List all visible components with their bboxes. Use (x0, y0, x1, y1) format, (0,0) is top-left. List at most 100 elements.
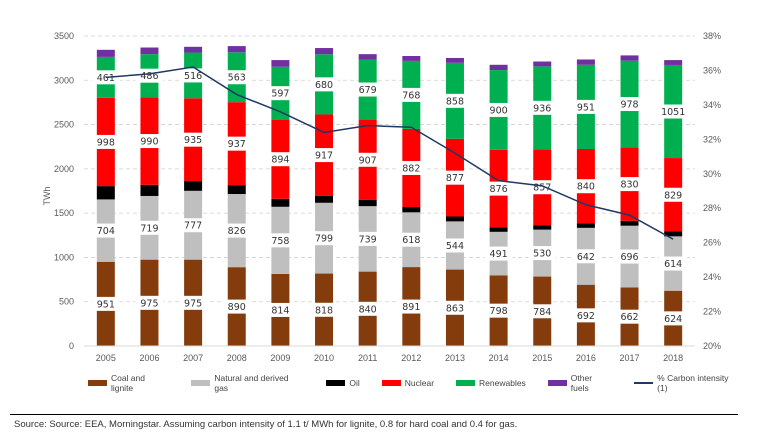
bar-segment (576, 59, 595, 65)
source-divider (10, 414, 738, 415)
bar-segment (271, 198, 290, 207)
y-tick-label: 0 (69, 341, 74, 351)
legend-item: Other fuels (547, 373, 612, 393)
legend-swatch (326, 380, 346, 386)
data-label: 799 (315, 234, 333, 245)
y-tick-label: 1000 (54, 252, 74, 262)
x-tick-label: 2018 (663, 353, 683, 363)
data-label: 917 (315, 151, 333, 162)
x-tick-label: 2010 (314, 353, 334, 363)
data-label-bg (484, 303, 513, 318)
bar-segment (184, 46, 203, 53)
bar-segment (315, 195, 334, 203)
data-label-bg (353, 82, 382, 97)
data-label: 818 (315, 305, 333, 316)
data-label: 680 (315, 80, 333, 91)
data-label-bg (353, 231, 382, 246)
data-label-bg (659, 256, 688, 271)
data-label: 624 (664, 314, 682, 325)
data-label: 978 (620, 100, 638, 111)
data-label: 516 (184, 71, 202, 82)
legend-label: Oil (349, 378, 360, 388)
legend-swatch (456, 380, 476, 386)
y-tick-label: 2000 (54, 164, 74, 174)
data-label: 704 (97, 226, 115, 237)
source-note: Source: Source: EEA, Morningstar. Assumi… (14, 419, 518, 430)
data-label: 719 (140, 223, 158, 234)
data-label: 935 (184, 135, 202, 146)
y-axis-title: TWh (42, 187, 52, 206)
x-tick-label: 2005 (96, 353, 116, 363)
data-label: 679 (359, 85, 377, 96)
data-label-bg (179, 218, 208, 233)
data-label: 563 (228, 73, 246, 84)
y2-tick-label: 32% (703, 134, 721, 144)
data-label-bg (615, 177, 644, 192)
data-label-bg (484, 102, 513, 117)
data-label: 739 (359, 234, 377, 245)
bar-segment (489, 64, 508, 71)
legend-item: Nuclear (381, 378, 434, 388)
data-label-bg (397, 299, 426, 314)
data-label-bg (310, 77, 339, 92)
data-label: 877 (446, 173, 464, 184)
legend-swatch (634, 382, 654, 384)
bar-segment (358, 199, 377, 207)
bar-segment (227, 46, 246, 53)
data-label-bg (397, 87, 426, 102)
x-tick-label: 2007 (183, 353, 203, 363)
data-label: 891 (402, 302, 420, 313)
data-label-bg (135, 134, 164, 149)
bar-segment (402, 56, 421, 61)
legend-swatch (88, 380, 107, 386)
data-label-bg (353, 152, 382, 167)
bar-segment (140, 47, 159, 55)
data-label-bg (266, 302, 295, 317)
bar-segment (358, 54, 377, 60)
carbon-intensity-line (105, 66, 674, 240)
legend-label: Natural and derived gas (214, 373, 289, 393)
y2-tick-label: 28% (703, 203, 721, 213)
data-label-bg (179, 295, 208, 310)
data-label: 798 (490, 306, 508, 317)
data-label: 876 (490, 184, 508, 195)
data-label-bg (571, 179, 600, 194)
data-label: 784 (533, 307, 551, 318)
legend-item: Natural and derived gas (191, 373, 304, 393)
legend-swatch (547, 380, 567, 386)
data-label: 642 (577, 252, 595, 263)
data-label: 618 (402, 235, 420, 246)
data-label-bg (397, 160, 426, 175)
x-tick-label: 2012 (401, 353, 421, 363)
data-label: 758 (271, 236, 289, 247)
y2-tick-label: 30% (703, 169, 721, 179)
data-label-bg (615, 97, 644, 112)
data-label-bg (440, 170, 469, 185)
bar-segment (620, 55, 639, 61)
data-label: 894 (271, 155, 289, 166)
data-label-bg (528, 180, 557, 195)
bar-segment (533, 61, 552, 67)
y-tick-label: 3500 (54, 31, 74, 41)
data-label-bg (266, 152, 295, 167)
x-tick-label: 2008 (227, 353, 247, 363)
data-label-bg (353, 301, 382, 316)
data-label: 768 (402, 90, 420, 101)
data-label: 544 (446, 241, 464, 252)
y-tick-label: 2500 (54, 120, 74, 130)
data-label: 696 (620, 252, 638, 263)
data-label: 486 (140, 71, 158, 82)
data-label: 814 (271, 305, 289, 316)
data-label-bg (440, 238, 469, 253)
data-label: 951 (577, 102, 595, 113)
data-label-bg (222, 299, 251, 314)
data-label-bg (440, 300, 469, 315)
data-label-bg (91, 223, 120, 238)
bar-segment (576, 223, 595, 228)
bar-segment (271, 60, 290, 67)
x-tick-label: 2006 (139, 353, 159, 363)
bar-segment (664, 60, 683, 65)
data-label: 858 (446, 96, 464, 107)
x-tick-label: 2009 (270, 353, 290, 363)
y-tick-label: 3000 (54, 75, 74, 85)
